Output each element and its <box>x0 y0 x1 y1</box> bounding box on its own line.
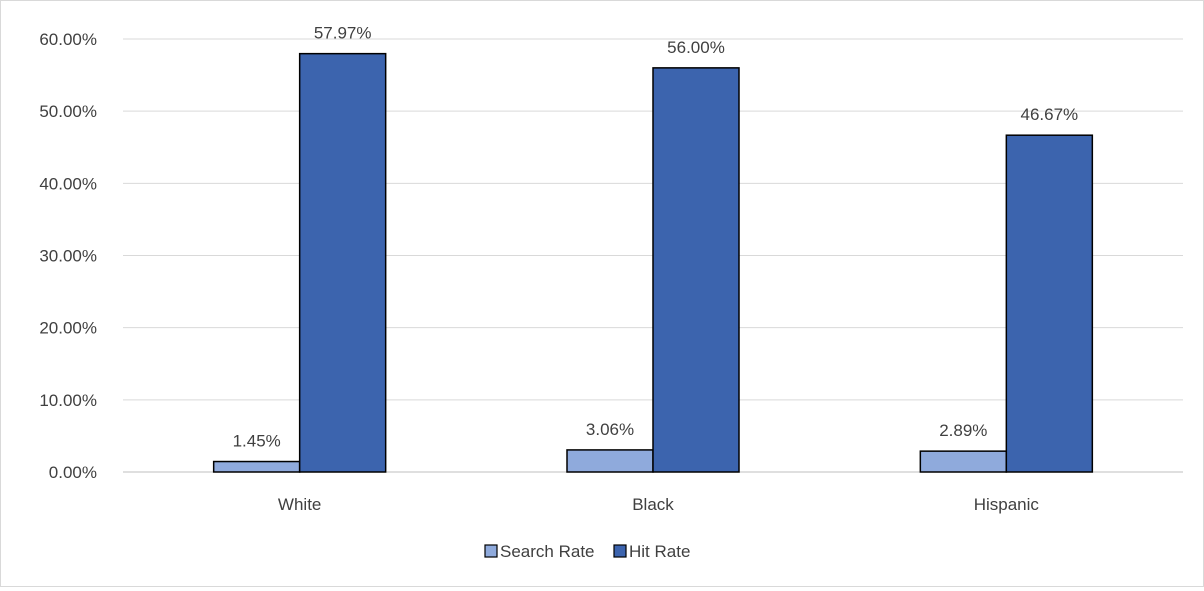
y-tick-label: 60.00% <box>39 30 97 49</box>
legend-swatch <box>484 544 498 558</box>
y-tick-label: 10.00% <box>39 391 97 410</box>
y-tick-label: 50.00% <box>39 102 97 121</box>
x-tick-label: White <box>278 495 321 514</box>
y-tick-label: 40.00% <box>39 174 97 193</box>
x-axis-tick-labels: White Black Hispanic <box>278 495 1039 514</box>
x-tick-label: Hispanic <box>974 495 1040 514</box>
data-label: 57.97% <box>314 24 372 43</box>
legend-item-search-rate: Search Rate <box>484 542 595 561</box>
bar-hit-rate-hispanic <box>1005 134 1094 473</box>
bars <box>212 52 1094 473</box>
data-label: 56.00% <box>667 38 725 57</box>
data-label: 1.45% <box>233 432 281 451</box>
x-tick-label: Black <box>632 495 674 514</box>
bar-search-rate-black <box>566 449 654 473</box>
bar-search-rate-hispanic <box>919 450 1008 473</box>
data-label: 46.67% <box>1020 105 1078 124</box>
data-label: 3.06% <box>586 420 634 439</box>
bar-search-rate-white <box>212 460 301 473</box>
bar-hit-rate-black <box>652 67 740 473</box>
bar-hit-rate-white <box>298 52 387 473</box>
legend: Search Rate Hit Rate <box>484 542 690 561</box>
data-labels: 1.45% 57.97% 3.06% 56.00% 2.89% 46.67% <box>233 24 1079 451</box>
legend-item-hit-rate: Hit Rate <box>613 542 690 561</box>
y-tick-label: 0.00% <box>49 463 97 482</box>
legend-label: Hit Rate <box>629 542 690 561</box>
legend-label: Search Rate <box>500 542 595 561</box>
data-label: 2.89% <box>939 421 987 440</box>
legend-swatch <box>613 544 627 558</box>
y-tick-label: 30.00% <box>39 247 97 266</box>
y-tick-label: 20.00% <box>39 319 97 338</box>
y-axis-tick-labels: 0.00% 10.00% 20.00% 30.00% 40.00% 50.00% 60.00… <box>39 30 97 482</box>
